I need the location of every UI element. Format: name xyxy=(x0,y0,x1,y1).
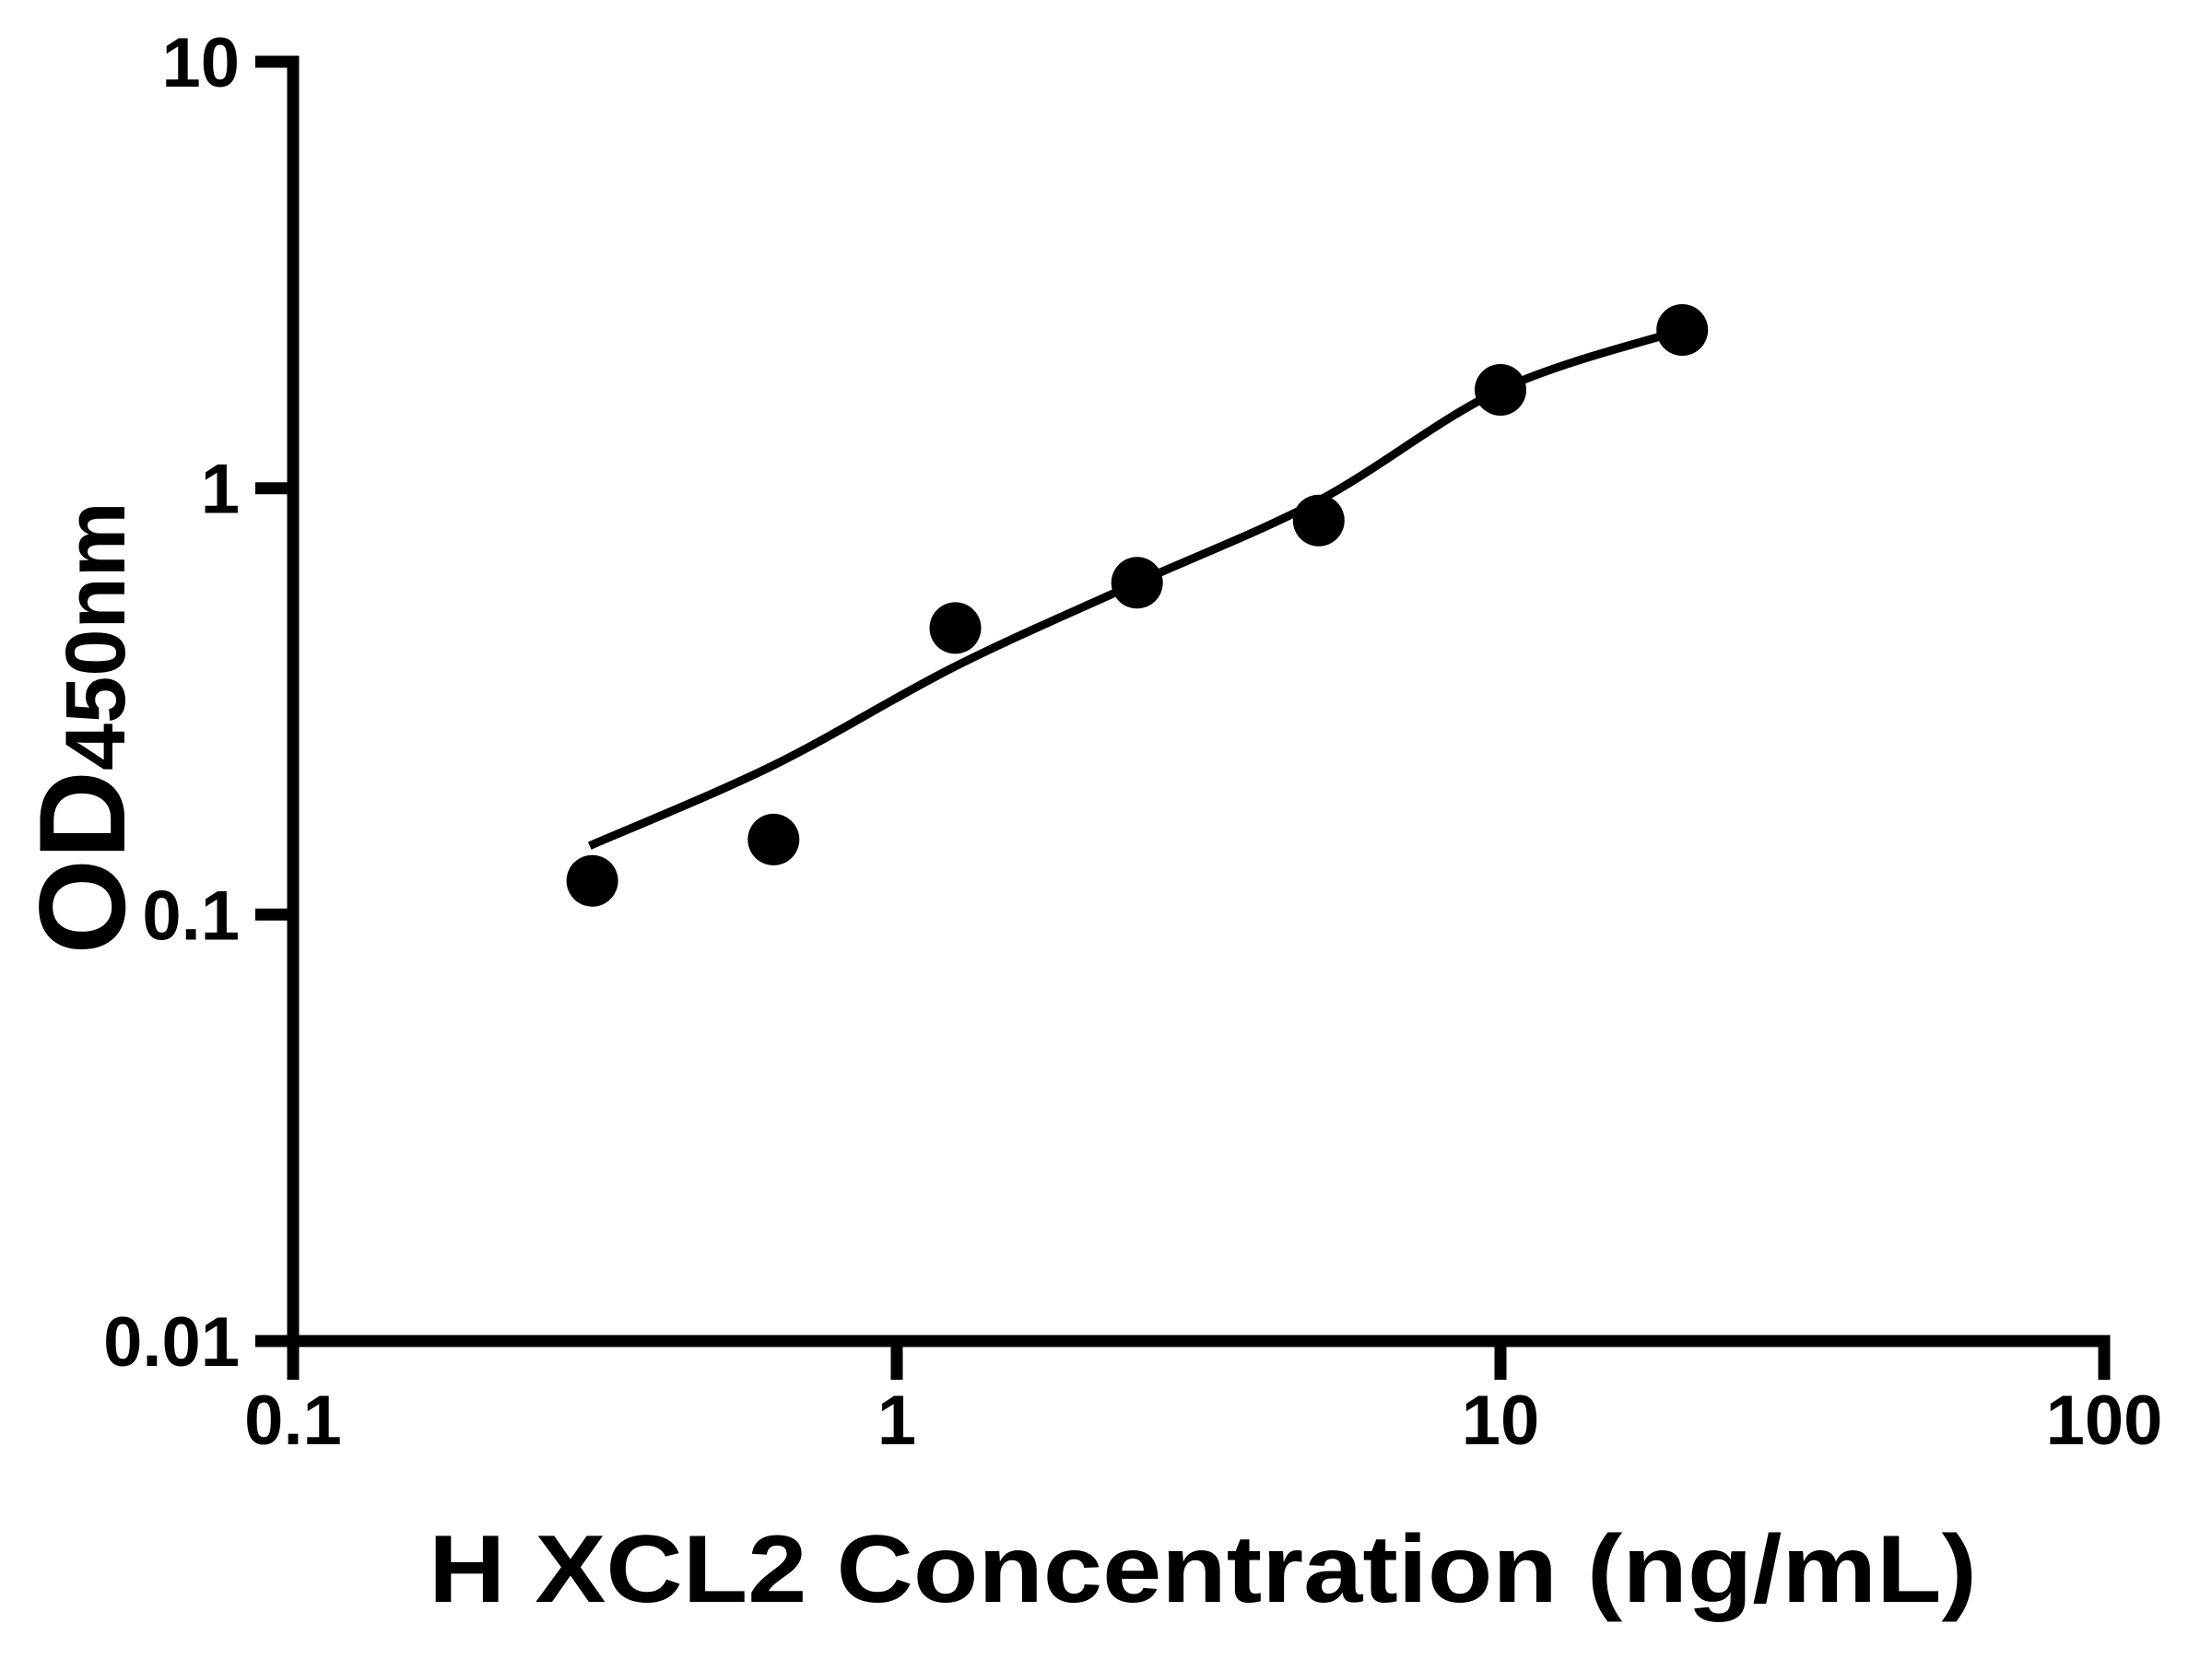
x-axis-tick-label: 100 xyxy=(2046,1382,2163,1460)
x-axis-tick-label: 10 xyxy=(1462,1382,1540,1460)
y-axis-tick-label: 1 xyxy=(201,451,240,529)
x-axis-title: H XCL2 Concentration (ng/mL) xyxy=(429,1516,1977,1623)
y-axis-title-subscript: 450nm xyxy=(49,502,143,771)
data-point xyxy=(566,854,618,907)
data-points-layer xyxy=(566,304,1709,907)
y-axis-tick-label: 0.1 xyxy=(142,877,240,955)
y-axis-tick-label: 10 xyxy=(161,24,240,102)
data-point xyxy=(929,602,982,654)
y-axis-title: OD450nm xyxy=(15,502,151,955)
data-point xyxy=(747,813,800,865)
x-axis-tick-label: 1 xyxy=(877,1382,916,1460)
data-point xyxy=(1475,364,1526,416)
y-axis-tick-label: 0.01 xyxy=(103,1303,240,1382)
data-point xyxy=(1656,304,1709,356)
data-point xyxy=(1111,557,1163,609)
y-axis-title-main: OD xyxy=(15,771,151,955)
data-point xyxy=(1292,494,1345,547)
x-axis-tick-label: 0.1 xyxy=(244,1382,342,1460)
